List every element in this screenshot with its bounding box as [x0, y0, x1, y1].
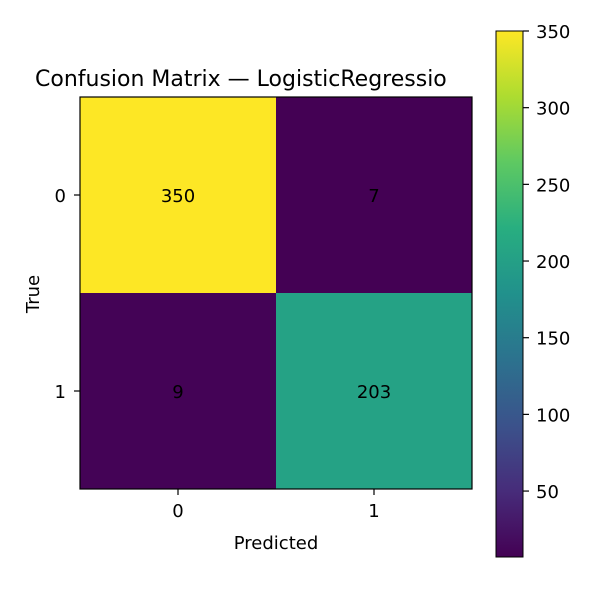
- chart-title: Confusion Matrix — LogisticRegressio: [35, 67, 447, 92]
- colorbar-tick-label: 300: [536, 99, 570, 120]
- y-tick-label: 1: [55, 382, 66, 403]
- colorbar-tick-label: 100: [536, 405, 570, 426]
- x-axis-label: Predicted: [234, 533, 319, 554]
- x-tick-label: 1: [368, 501, 379, 522]
- cell-value-label: 9: [172, 382, 183, 403]
- y-tick-label: 0: [55, 186, 66, 207]
- colorbar-ticks: 50 100 150 200 250 300 350: [523, 22, 570, 503]
- colorbar-tick-label: 50: [536, 482, 559, 503]
- y-axis-label: True: [23, 275, 44, 314]
- x-tick-label: 0: [172, 501, 183, 522]
- colorbar-gradient: [495, 30, 524, 558]
- heatmap-cell: [80, 97, 276, 293]
- colorbar-tick-label: 200: [536, 252, 570, 273]
- plot-area: 350 7 9 203 0 1 0 1: [55, 96, 473, 522]
- colorbar-tick-label: 350: [536, 22, 570, 43]
- heatmap-cell: [276, 293, 472, 489]
- colorbar-tick-label: 150: [536, 329, 570, 350]
- heatmap-cell: [276, 97, 472, 293]
- cell-value-label: 350: [161, 186, 195, 207]
- colorbar-tick-label: 250: [536, 175, 570, 196]
- plot-frame: [79, 96, 473, 490]
- heatmap-cell: [80, 293, 276, 489]
- cell-value-label: 203: [357, 382, 391, 403]
- colorbar: 50 100 150 200 250 300 350: [495, 22, 570, 558]
- cell-value-label: 7: [368, 186, 379, 207]
